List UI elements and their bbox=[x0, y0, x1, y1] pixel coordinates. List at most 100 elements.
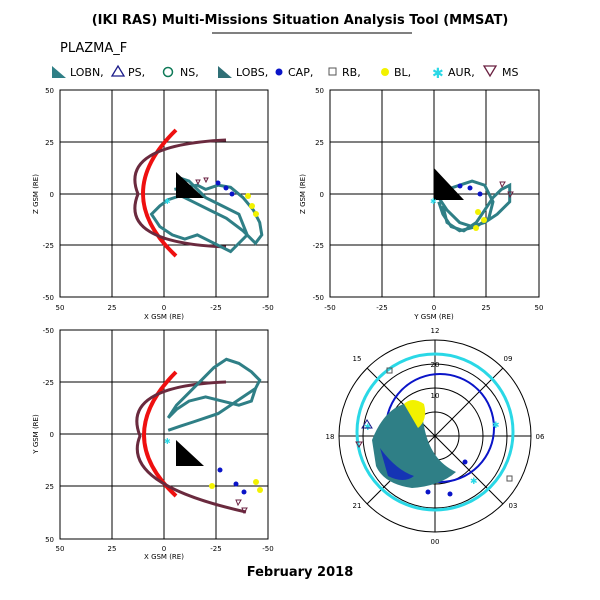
legend-item-bl: BL, bbox=[381, 66, 411, 79]
panel-yz-ytick-0: 50 bbox=[315, 87, 324, 95]
panel-xz-ylabel: Z GSM (RE) bbox=[32, 174, 40, 214]
polar-mlt-15: 15 bbox=[353, 355, 362, 363]
panel-xz: ✱ 50 25 0 -25 -50 50 25 0 -25 -50 X GSM … bbox=[32, 87, 274, 321]
panel-yz-ytick-3: -25 bbox=[313, 242, 324, 250]
figure-title: (IKI RAS) Multi-Missions Situation Analy… bbox=[92, 13, 509, 28]
panel-yz-ytick-2: 0 bbox=[320, 191, 324, 199]
legend: LOBN, PS, NS, LOBS, CAP, RB, BL, ✱ AUR, bbox=[52, 64, 518, 82]
panel-yz-orbit bbox=[436, 179, 512, 233]
polar-mlt-06: 06 bbox=[536, 433, 545, 441]
panel-xz-magnetopause bbox=[133, 138, 227, 249]
panel-xy: ✱ 50 25 0 -25 -50 -50 -25 0 25 50 X GSM … bbox=[32, 327, 274, 561]
panel-xz-ytick-1: 25 bbox=[45, 139, 54, 147]
panel-yz-xlabel: Y GSM (RE) bbox=[413, 313, 454, 321]
panel-xz-grid bbox=[60, 90, 268, 297]
legend-label-ms: MS bbox=[502, 66, 518, 79]
panel-xy-ytick-2: 0 bbox=[50, 431, 54, 439]
panel-xz-xtick-3: -25 bbox=[210, 304, 221, 312]
svg-text:✱: ✱ bbox=[430, 197, 437, 206]
legend-symbol-lobs bbox=[218, 66, 232, 78]
polar-markers: ✱ ✱ ✱ bbox=[355, 367, 513, 497]
legend-symbol-cap bbox=[275, 68, 283, 76]
panel-xz-xtick-2: 0 bbox=[162, 304, 166, 312]
legend-label-lobs: LOBS, bbox=[236, 66, 268, 79]
panel-xz-ytick-2: 0 bbox=[50, 191, 54, 199]
panel-xz-xtick-1: 25 bbox=[108, 304, 117, 312]
panel-xy-ytick-0: -50 bbox=[43, 327, 54, 335]
legend-item-ms: MS bbox=[482, 65, 518, 79]
legend-item-ps: PS, bbox=[110, 64, 145, 79]
polar-mlt-09: 09 bbox=[504, 355, 513, 363]
legend-label-aur: AUR, bbox=[448, 66, 475, 79]
panel-yz-markers: ✱ bbox=[430, 181, 514, 231]
panel-yz-xtick-2: 0 bbox=[432, 304, 436, 312]
panel-xy-ylabel: Y GSM (RE) bbox=[32, 414, 40, 455]
panel-xz-xlabel: X GSM (RE) bbox=[144, 313, 184, 321]
panel-xy-xtick-1: 25 bbox=[108, 545, 117, 553]
panel-xy-xtick-4: -50 bbox=[262, 545, 273, 553]
panel-xz-ytick-0: 50 bbox=[45, 87, 54, 95]
legend-item-cap: CAP, bbox=[275, 66, 313, 79]
polar-radial-10: 10 bbox=[431, 392, 440, 400]
polar-mlt-18: 18 bbox=[326, 433, 335, 441]
legend-label-ns: NS, bbox=[180, 66, 199, 79]
legend-symbol-ns bbox=[162, 66, 174, 78]
legend-label-rb: RB, bbox=[342, 66, 361, 79]
svg-text:✱: ✱ bbox=[492, 421, 500, 431]
panel-yz-earth-marker bbox=[434, 168, 464, 200]
panel-xy-markers: ✱ bbox=[164, 437, 263, 515]
svg-text:✱: ✱ bbox=[164, 437, 171, 446]
panel-xy-ytick-4: 50 bbox=[45, 536, 54, 544]
panel-yz-xtick-1: -25 bbox=[376, 304, 387, 312]
polar-mlt-00: 00 bbox=[431, 538, 440, 546]
legend-label-ps: PS, bbox=[128, 66, 145, 79]
mission-subtitle: PLAZMA_F bbox=[60, 41, 127, 56]
panel-xy-xtick-0: 50 bbox=[56, 545, 65, 553]
polar-radial-20: 20 bbox=[431, 361, 440, 369]
polar-mlt-21: 21 bbox=[353, 502, 362, 510]
panel-yz: ✱ -50 -25 0 25 50 50 25 0 -25 -50 Y GSM … bbox=[299, 87, 543, 321]
panel-xy-ytick-3: 25 bbox=[45, 483, 54, 491]
panel-xz-markers: ✱ bbox=[164, 177, 259, 217]
panel-yz-grid bbox=[330, 90, 539, 297]
legend-symbol-lobn bbox=[52, 66, 66, 78]
panel-xz-bow-shock bbox=[141, 128, 178, 258]
panel-xz-xtick-4: -50 bbox=[262, 304, 273, 312]
panel-yz-ylabel: Z GSM (RE) bbox=[299, 174, 307, 214]
polar-mlt-12: 12 bbox=[431, 327, 440, 335]
legend-symbol-ms bbox=[482, 65, 498, 78]
panel-xz-xtick-0: 50 bbox=[56, 304, 65, 312]
legend-item-aur: ✱ AUR, bbox=[432, 66, 475, 82]
svg-text:✱: ✱ bbox=[164, 197, 171, 206]
legend-label-cap: CAP, bbox=[288, 66, 313, 79]
svg-text:✱: ✱ bbox=[470, 477, 478, 487]
legend-item-rb: RB, bbox=[328, 66, 361, 79]
panel-polar: ✱ ✱ ✱ 12 15 09 18 06 21 03 00 10 20 bbox=[326, 327, 545, 546]
polar-track bbox=[372, 400, 456, 488]
panel-xz-ytick-4: -50 bbox=[43, 294, 54, 302]
panel-xy-ytick-1: -25 bbox=[43, 379, 54, 387]
legend-item-lobn: LOBN, bbox=[52, 66, 104, 79]
footer-date: February 2018 bbox=[247, 565, 354, 580]
panel-yz-xtick-3: 25 bbox=[482, 304, 491, 312]
legend-symbol-ps bbox=[110, 64, 126, 77]
panel-xy-xtick-3: -25 bbox=[210, 545, 221, 553]
panel-xz-earth-marker bbox=[176, 172, 204, 198]
panel-xy-xlabel: X GSM (RE) bbox=[144, 553, 184, 561]
panel-xy-xtick-2: 0 bbox=[162, 545, 166, 553]
panel-xy-orbit bbox=[166, 357, 262, 432]
legend-symbol-aur: ✱ bbox=[432, 66, 444, 82]
panel-xz-ytick-3: -25 bbox=[43, 242, 54, 250]
panel-yz-xtick-4: 50 bbox=[535, 304, 544, 312]
legend-label-lobn: LOBN, bbox=[70, 66, 104, 79]
legend-symbol-rb bbox=[328, 67, 337, 76]
polar-aurora-circle bbox=[355, 352, 515, 512]
panel-yz-ytick-4: -50 bbox=[313, 294, 324, 302]
polar-mlt-03: 03 bbox=[509, 502, 518, 510]
legend-item-ns: NS, bbox=[162, 66, 199, 79]
panel-yz-xtick-0: -50 bbox=[324, 304, 335, 312]
legend-symbol-bl bbox=[381, 68, 389, 76]
legend-label-bl: BL, bbox=[394, 66, 411, 79]
panel-yz-ytick-1: 25 bbox=[315, 139, 324, 147]
